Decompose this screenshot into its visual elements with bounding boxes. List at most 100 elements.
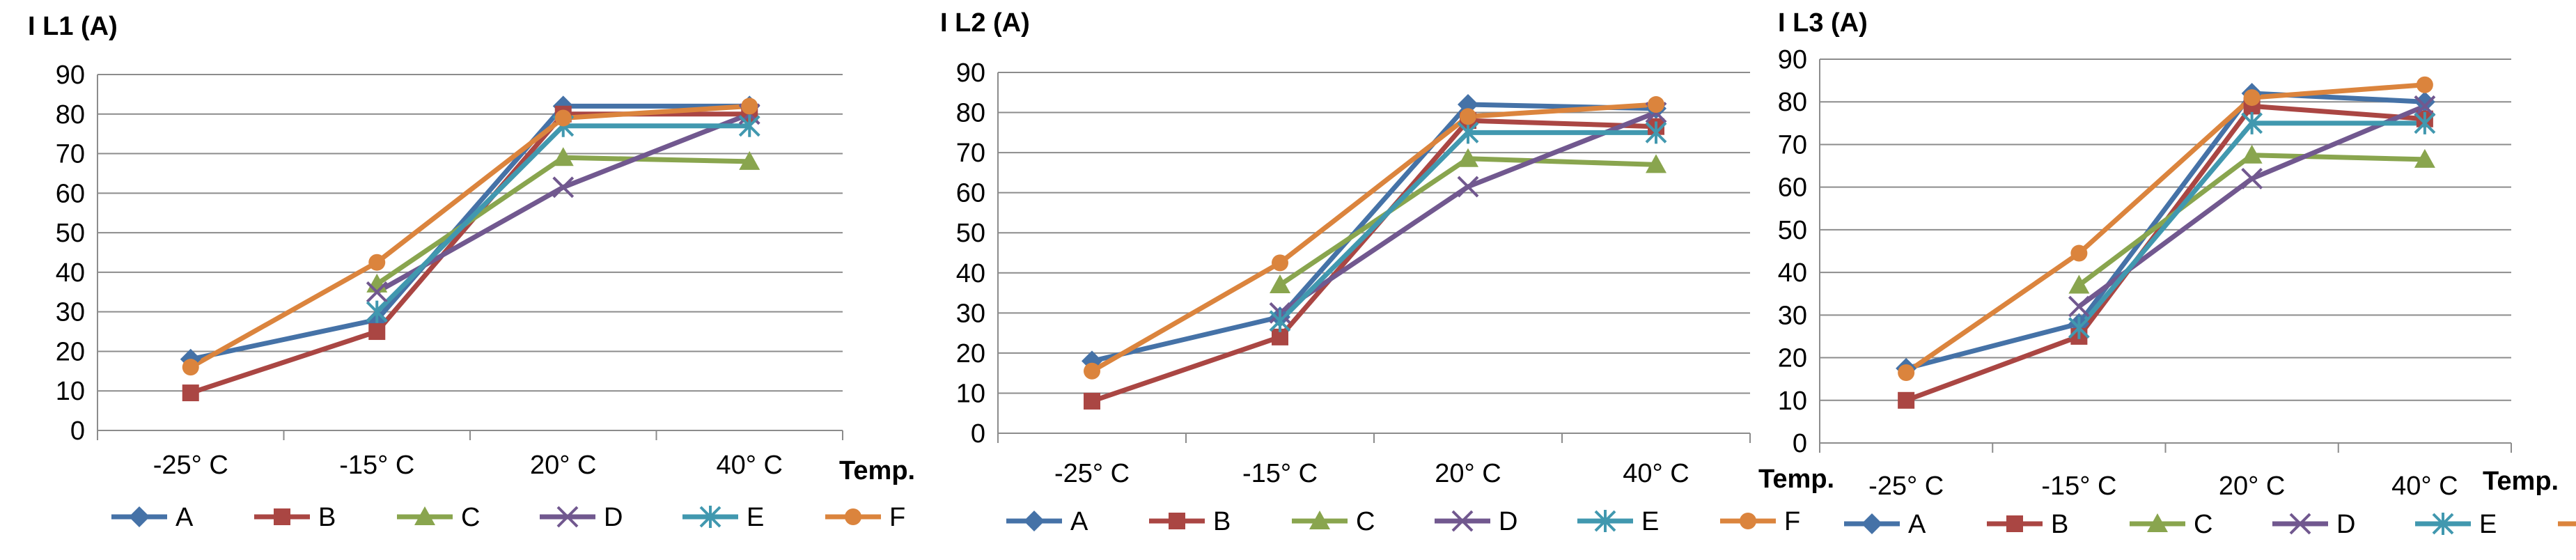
chart-1-ytick-label: 0	[70, 417, 85, 446]
chart-2-xlabel: Temp.	[1758, 465, 1834, 494]
chart-3-series-A-point	[2414, 91, 2435, 113]
chart-1-series-E-point	[738, 114, 760, 137]
chart-3-legend-C-marker	[2147, 513, 2168, 532]
chart-1-xlabel: Temp.	[839, 456, 915, 485]
chart-2-title: I L2 (A)	[940, 8, 1030, 38]
chart-2-series-F-line	[1091, 102, 1657, 373]
chart-3-ytick-label: 30	[1778, 301, 1807, 330]
chart-2-legend-A-label: A	[1070, 507, 1088, 536]
chart-1-series-D-point	[552, 176, 575, 199]
chart-2-series-F-point	[1460, 108, 1476, 125]
chart-2-series-E-point	[1645, 121, 1667, 144]
chart-3-series-C-point	[2068, 274, 2090, 294]
chart-2-series-E-point	[1457, 121, 1479, 144]
chart-2-ytick-label: 20	[956, 339, 985, 368]
chart-2-category-label: -15° C	[1242, 459, 1318, 488]
chart-2-series-C-point	[1270, 274, 1290, 294]
chart-3-legend-D-marker	[2289, 513, 2311, 535]
chart-2-legend-F-label: F	[1784, 507, 1800, 536]
chart-3-ytick-label: 70	[1778, 130, 1807, 160]
chart-2-series-C-point	[1646, 154, 1666, 173]
chart-1-category-label: -25° C	[153, 451, 228, 480]
chart-1-series-F-point	[741, 98, 758, 115]
chart-2-legend-B-label: B	[1213, 507, 1231, 536]
chart-3-series-D-point	[2241, 168, 2263, 189]
chart-3-ytick-label: 50	[1778, 216, 1807, 245]
chart-2-legend-B-marker	[1169, 513, 1185, 529]
chart-2-ytick-label: 0	[971, 419, 985, 449]
chart-2-series-F-point	[1272, 254, 1288, 272]
chart-2-ytick-label: 50	[956, 219, 985, 248]
chart-2-series-D-point	[1457, 176, 1479, 198]
chart-3-series-C-point	[2414, 148, 2435, 168]
chart-1-ytick-label: 90	[56, 61, 85, 90]
chart-1-series-F-point	[182, 359, 199, 376]
chart-3-legend-B-label: B	[2051, 510, 2068, 539]
chart-3-legend-A-marker	[1861, 513, 1882, 534]
chart-3-series-F-point	[2243, 89, 2261, 107]
chart-3-legend-C-label: C	[2194, 510, 2212, 539]
chart-1-ytick-label: 10	[56, 377, 85, 406]
chart-1-series-A-line	[190, 103, 750, 362]
chart-3-ytick-label: 80	[1778, 88, 1807, 117]
chart-3-series-F-point	[2416, 76, 2433, 93]
chart-3-series-B-line	[1905, 103, 2426, 403]
chart-2-legend-D-label: D	[1499, 507, 1517, 536]
chart-2-legend-D-marker	[1451, 510, 1474, 532]
chart-2-legend-C-label: C	[1356, 507, 1375, 536]
chart-3-series-E-point	[2068, 316, 2090, 339]
chart-3-legend-E-marker	[2432, 513, 2454, 535]
chart-1-ytick-label: 20	[56, 337, 85, 366]
chart-3-ytick-label: 0	[1793, 429, 1807, 458]
chart-3-legend-E-label: E	[2479, 510, 2497, 539]
chart-2-ytick-label: 40	[956, 259, 985, 288]
chart-3-series-A-line	[1905, 91, 2426, 371]
chart-3-series-E-point	[2241, 111, 2263, 134]
chart-1-ytick-label: 60	[56, 179, 85, 208]
chart-3-ytick-label: 90	[1778, 45, 1807, 75]
chart-1-legend-A-label: A	[175, 503, 194, 532]
chart-1-ytick-label: 80	[56, 100, 85, 130]
chart-1-series-E-point	[366, 300, 388, 323]
chart-2-series-B-point	[1084, 392, 1100, 410]
chart-1-ytick-label: 40	[56, 258, 85, 288]
chart-3-ytick-label: 60	[1778, 173, 1807, 203]
chart-1-ytick-label: 70	[56, 140, 85, 169]
chart-3-series-D-point	[2068, 295, 2090, 318]
chart-1-legend-C-label: C	[461, 503, 480, 532]
chart-1-series-C-point	[739, 150, 760, 170]
chart-2-series-A-line	[1091, 102, 1657, 364]
chart-3-series-E-point	[2414, 111, 2436, 134]
chart-1-ytick-label: 30	[56, 298, 85, 327]
chart-1-legend-E-marker	[699, 506, 721, 528]
chart-3-category-label: -15° C	[2041, 472, 2116, 501]
chart-1-series-F-line	[189, 103, 750, 370]
chart-3-category-label: -25° C	[1868, 472, 1944, 501]
chart-3-category-label: 40° C	[2391, 472, 2458, 501]
chart-2-ytick-label: 30	[956, 299, 985, 328]
chart-2-legend-C-marker	[1309, 511, 1330, 529]
chart-3-ytick-label: 10	[1778, 387, 1807, 416]
chart-1: I L1 (A) 0 10 20 30 40 50 60 70 80 90 -25° C -15° C 2…	[28, 12, 915, 532]
chart-1-legend-C-marker	[414, 506, 435, 525]
chart-1-legend-D-label: D	[604, 503, 623, 532]
chart-2: I L2 (A) 0 10 20 30 40 50 60 70 80 90 -25° C -15° C 2…	[940, 8, 1834, 536]
chart-3-series-F-point	[1898, 364, 1915, 381]
chart-1-legend-F-marker	[845, 508, 861, 525]
chart-1-category-label: 40° C	[717, 451, 783, 480]
chart-2-ytick-label: 70	[956, 139, 985, 168]
chart-2-category-label: 20° C	[1435, 459, 1501, 488]
chart-2-ytick-label: 90	[956, 59, 985, 88]
chart-2-series-C-point	[1458, 148, 1478, 167]
chart-2-legend-E-label: E	[1641, 507, 1659, 536]
chart-3-series-D-point	[2414, 95, 2436, 117]
chart-1-ytick-label: 50	[56, 219, 85, 248]
chart-2-series-F-point	[1648, 96, 1664, 114]
chart-1-legend-E-label: E	[747, 503, 764, 532]
chart-3-series-F-point	[2070, 244, 2088, 262]
chart-3-ytick-label: 20	[1778, 344, 1807, 373]
chart-3-title: I L3 (A)	[1778, 8, 1868, 38]
chart-1-series-F-point	[554, 109, 572, 127]
chart-2-legend-E-marker	[1594, 510, 1616, 532]
chart-2-ytick-label: 60	[956, 179, 985, 208]
